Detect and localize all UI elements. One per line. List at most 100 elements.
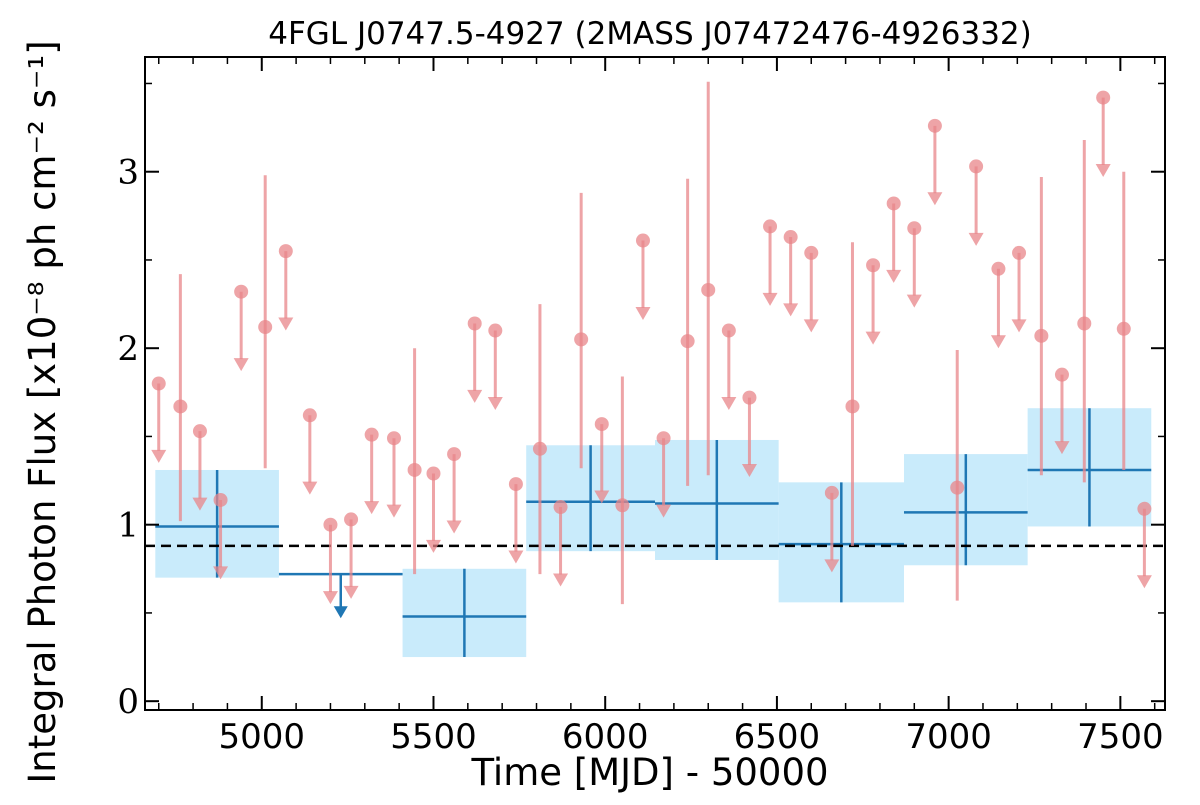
short-bin-ul-arrow-29 <box>762 292 778 306</box>
short-bin-point-1 <box>173 399 188 414</box>
short-bin-point-24 <box>656 431 671 446</box>
short-bin-point-7 <box>302 408 317 423</box>
x-tick-label-2: 6000 <box>562 717 649 757</box>
plot-frame <box>144 56 1166 711</box>
short-bin-point-44 <box>1077 316 1092 331</box>
short-bin-ul-arrow-6 <box>278 317 294 331</box>
short-bin-ul-arrow-47 <box>1136 575 1152 589</box>
short-bin-ul-arrow-21 <box>594 490 610 504</box>
short-bin-point-33 <box>845 399 860 414</box>
short-bin-point-28 <box>742 390 757 405</box>
short-bin-point-41 <box>1012 245 1027 260</box>
short-bin-ul-arrow-28 <box>741 464 757 478</box>
short-bin-point-12 <box>407 462 422 477</box>
x-tick-label-1: 5500 <box>390 717 477 757</box>
y-axis-label: Integral Photon Flux [x10⁻⁸ ph cm⁻² s⁻¹] <box>21 40 64 783</box>
short-bin-point-35 <box>886 196 901 211</box>
short-bin-ul-arrow-35 <box>886 269 902 283</box>
x-tick-label-5: 7500 <box>1077 717 1164 757</box>
short-bin-point-27 <box>721 323 736 338</box>
short-bin-point-9 <box>344 512 359 527</box>
short-bin-ul-arrow-7 <box>302 481 318 495</box>
short-bin-ul-arrow-10 <box>364 501 380 515</box>
short-bin-point-3 <box>213 492 228 507</box>
y-tick-label-2: 2 <box>117 329 139 369</box>
short-bin-ul-arrow-41 <box>1011 319 1027 333</box>
short-bin-point-30 <box>783 230 798 245</box>
short-bin-point-15 <box>467 316 482 331</box>
short-bin-point-38 <box>950 480 965 495</box>
short-bin-point-13 <box>426 466 441 481</box>
short-bin-ul-arrow-15 <box>467 389 483 403</box>
chart-title: 4FGL J0747.5-4927 (2MASS J07472476-49263… <box>268 16 1032 52</box>
short-bin-ul-arrow-2 <box>192 497 208 511</box>
x-tick-label-3: 6500 <box>734 717 821 757</box>
short-bin-point-8 <box>323 517 338 532</box>
short-bin-ul-arrow-13 <box>425 539 441 553</box>
short-bin-point-10 <box>364 427 379 442</box>
short-bin-point-29 <box>763 219 778 234</box>
short-bin-point-26 <box>701 282 716 297</box>
short-bin-ul-arrow-32 <box>824 559 840 573</box>
short-bin-point-36 <box>907 221 922 236</box>
short-bin-ul-arrow-40 <box>990 335 1006 349</box>
short-bin-point-19 <box>553 500 568 515</box>
short-bin-point-21 <box>594 417 609 432</box>
short-bin-point-20 <box>574 332 589 347</box>
short-bin-point-4 <box>234 284 249 299</box>
short-bin-point-22 <box>615 498 630 513</box>
short-bin-ul-arrow-45 <box>1095 164 1111 178</box>
short-bin-point-40 <box>991 261 1006 276</box>
short-bin-point-39 <box>969 159 984 174</box>
long-bin-ul-arrow-1 <box>333 606 348 619</box>
short-bin-ul-arrow-24 <box>656 504 672 518</box>
short-bin-ul-arrow-39 <box>968 232 984 246</box>
y-tick-label-0: 0 <box>117 682 139 722</box>
short-bin-ul-arrow-11 <box>386 504 402 518</box>
short-bin-ul-arrow-23 <box>635 306 651 320</box>
x-tick-label-4: 7000 <box>905 717 992 757</box>
short-bin-ul-arrow-30 <box>783 303 799 317</box>
x-axis-label: Time [MJD] - 50000 <box>470 751 828 794</box>
short-bin-ul-arrow-37 <box>927 192 943 206</box>
short-bin-point-11 <box>386 431 401 446</box>
x-tick-label-0: 5000 <box>219 717 306 757</box>
y-tick-label-3: 3 <box>117 153 139 193</box>
plot-layer: 5000 5500 6000 6500 7000 7500 0 1 2 3 <box>117 56 1166 757</box>
short-bin-point-18 <box>532 441 547 456</box>
short-bin-point-14 <box>447 447 462 462</box>
short-bin-point-6 <box>278 244 293 259</box>
short-bin-point-34 <box>866 258 881 273</box>
short-bin-point-31 <box>804 245 819 260</box>
short-bin-ul-arrow-43 <box>1054 441 1070 455</box>
short-bin-point-16 <box>488 323 503 338</box>
short-bin-point-17 <box>508 477 523 492</box>
short-bin-ul-arrow-17 <box>508 550 524 564</box>
short-bin-ul-arrow-19 <box>553 573 569 587</box>
short-bin-ul-arrow-14 <box>446 520 462 534</box>
y-tick-label-1: 1 <box>117 506 139 546</box>
short-bin-ul-arrow-36 <box>906 294 922 308</box>
short-bin-point-32 <box>824 485 839 500</box>
short-bin-ul-arrow-3 <box>213 566 229 580</box>
short-bin-point-5 <box>258 320 273 335</box>
short-bin-ul-arrow-16 <box>487 396 503 410</box>
short-bin-ul-arrow-4 <box>233 358 249 372</box>
short-bin-point-0 <box>151 376 166 391</box>
short-bin-point-37 <box>927 118 942 133</box>
short-bin-point-43 <box>1054 367 1069 382</box>
short-bin-ul-arrow-0 <box>151 449 167 463</box>
short-bin-point-23 <box>635 233 650 248</box>
short-bin-point-2 <box>192 424 207 439</box>
short-bin-ul-arrow-34 <box>865 331 881 345</box>
short-bin-ul-arrow-9 <box>343 585 359 599</box>
short-bin-point-25 <box>680 334 695 349</box>
short-bin-point-47 <box>1137 501 1152 516</box>
short-bin-point-42 <box>1034 328 1049 343</box>
short-bin-point-46 <box>1116 321 1131 336</box>
short-bin-point-45 <box>1096 90 1111 105</box>
short-bin-ul-arrow-27 <box>721 396 737 410</box>
short-bin-ul-arrow-8 <box>322 591 338 605</box>
